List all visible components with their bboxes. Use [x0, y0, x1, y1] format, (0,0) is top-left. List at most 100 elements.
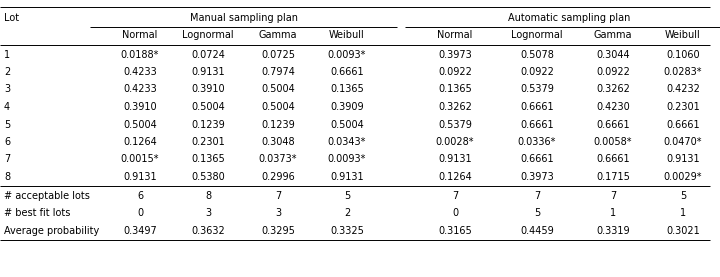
- Text: 7: 7: [275, 191, 281, 201]
- Text: 0.4459: 0.4459: [520, 226, 554, 236]
- Text: 0.0093*: 0.0093*: [328, 155, 366, 165]
- Text: 0.4232: 0.4232: [666, 84, 700, 94]
- Text: 0.0188*: 0.0188*: [121, 50, 159, 60]
- Text: Normal: Normal: [437, 30, 473, 40]
- Text: 7: 7: [4, 155, 10, 165]
- Text: 0.3021: 0.3021: [666, 226, 700, 236]
- Text: 6: 6: [137, 191, 143, 201]
- Text: Lot: Lot: [4, 13, 19, 23]
- Text: 0.3910: 0.3910: [192, 84, 225, 94]
- Text: 0.0029*: 0.0029*: [664, 172, 702, 182]
- Text: Automatic sampling plan: Automatic sampling plan: [508, 13, 630, 23]
- Text: 0: 0: [137, 209, 143, 219]
- Text: 0.3295: 0.3295: [261, 226, 295, 236]
- Text: 0.5004: 0.5004: [330, 119, 364, 130]
- Text: 0.0058*: 0.0058*: [594, 137, 632, 147]
- Text: 0.0724: 0.0724: [191, 50, 225, 60]
- Text: 6: 6: [4, 137, 10, 147]
- Text: 0.5078: 0.5078: [520, 50, 554, 60]
- Text: 0.6661: 0.6661: [596, 155, 630, 165]
- Text: Weibull: Weibull: [329, 30, 365, 40]
- Text: 0.1715: 0.1715: [596, 172, 630, 182]
- Text: 0.0015*: 0.0015*: [121, 155, 159, 165]
- Text: 0.5004: 0.5004: [261, 102, 295, 112]
- Text: 0.1365: 0.1365: [330, 84, 364, 94]
- Text: 0.5380: 0.5380: [191, 172, 225, 182]
- Text: 0.0373*: 0.0373*: [258, 155, 297, 165]
- Text: 0.9131: 0.9131: [438, 155, 472, 165]
- Text: 0.4233: 0.4233: [123, 67, 157, 77]
- Text: Lognormal: Lognormal: [182, 30, 234, 40]
- Text: 0.0343*: 0.0343*: [328, 137, 366, 147]
- Text: 0.0028*: 0.0028*: [436, 137, 474, 147]
- Text: # acceptable lots: # acceptable lots: [4, 191, 90, 201]
- Text: 0.5004: 0.5004: [123, 119, 157, 130]
- Text: 2: 2: [344, 209, 350, 219]
- Text: 0.6661: 0.6661: [520, 102, 554, 112]
- Text: # best fit lots: # best fit lots: [4, 209, 71, 219]
- Text: 0.3044: 0.3044: [596, 50, 630, 60]
- Text: 0.0093*: 0.0093*: [328, 50, 366, 60]
- Text: 1: 1: [610, 209, 616, 219]
- Text: 0.0922: 0.0922: [520, 67, 554, 77]
- Text: 0.3048: 0.3048: [261, 137, 294, 147]
- Text: 0.6661: 0.6661: [666, 119, 700, 130]
- Text: 5: 5: [680, 191, 686, 201]
- Text: 3: 3: [205, 209, 211, 219]
- Text: 0.0922: 0.0922: [596, 67, 630, 77]
- Text: 7: 7: [610, 191, 616, 201]
- Text: 0.1060: 0.1060: [666, 50, 700, 60]
- Text: 0.0922: 0.0922: [438, 67, 472, 77]
- Text: 0.3325: 0.3325: [330, 226, 364, 236]
- Text: 0.5379: 0.5379: [520, 84, 554, 94]
- Text: 4: 4: [4, 102, 10, 112]
- Text: 0.6661: 0.6661: [330, 67, 364, 77]
- Text: 8: 8: [205, 191, 211, 201]
- Text: 0.3165: 0.3165: [438, 226, 472, 236]
- Text: 0.3909: 0.3909: [330, 102, 364, 112]
- Text: 0.5004: 0.5004: [261, 84, 295, 94]
- Text: 0.9131: 0.9131: [192, 67, 225, 77]
- Text: 0.3497: 0.3497: [123, 226, 157, 236]
- Text: Lognormal: Lognormal: [511, 30, 563, 40]
- Text: 1: 1: [4, 50, 10, 60]
- Text: 0.0470*: 0.0470*: [664, 137, 702, 147]
- Text: 3: 3: [4, 84, 10, 94]
- Text: 0.3973: 0.3973: [438, 50, 472, 60]
- Text: 0.2996: 0.2996: [261, 172, 295, 182]
- Text: 0.1264: 0.1264: [123, 137, 157, 147]
- Text: 0.3319: 0.3319: [596, 226, 630, 236]
- Text: 5: 5: [534, 209, 540, 219]
- Text: Gamma: Gamma: [594, 30, 632, 40]
- Text: 0.9131: 0.9131: [330, 172, 364, 182]
- Text: 0.2301: 0.2301: [191, 137, 225, 147]
- Text: 2: 2: [4, 67, 10, 77]
- Text: 0.0336*: 0.0336*: [518, 137, 556, 147]
- Text: 0.6661: 0.6661: [596, 119, 630, 130]
- Text: 0.4230: 0.4230: [596, 102, 630, 112]
- Text: Normal: Normal: [122, 30, 158, 40]
- Text: 7: 7: [534, 191, 540, 201]
- Text: 0.0283*: 0.0283*: [664, 67, 702, 77]
- Text: 0.1239: 0.1239: [191, 119, 225, 130]
- Text: 0.3262: 0.3262: [438, 102, 472, 112]
- Text: 0.6661: 0.6661: [520, 155, 554, 165]
- Text: 0.0725: 0.0725: [261, 50, 295, 60]
- Text: 7: 7: [452, 191, 458, 201]
- Text: 1: 1: [680, 209, 686, 219]
- Text: 0.6661: 0.6661: [520, 119, 554, 130]
- Text: 0.1264: 0.1264: [438, 172, 472, 182]
- Text: 3: 3: [275, 209, 281, 219]
- Text: 0.1365: 0.1365: [438, 84, 472, 94]
- Text: Average probability: Average probability: [4, 226, 99, 236]
- Text: 0: 0: [452, 209, 458, 219]
- Text: 0.5004: 0.5004: [191, 102, 225, 112]
- Text: Weibull: Weibull: [665, 30, 701, 40]
- Text: 0.4233: 0.4233: [123, 84, 157, 94]
- Text: 0.1239: 0.1239: [261, 119, 295, 130]
- Text: 8: 8: [4, 172, 10, 182]
- Text: 5: 5: [4, 119, 10, 130]
- Text: 5: 5: [344, 191, 350, 201]
- Text: 0.3910: 0.3910: [123, 102, 157, 112]
- Text: 0.2301: 0.2301: [666, 102, 700, 112]
